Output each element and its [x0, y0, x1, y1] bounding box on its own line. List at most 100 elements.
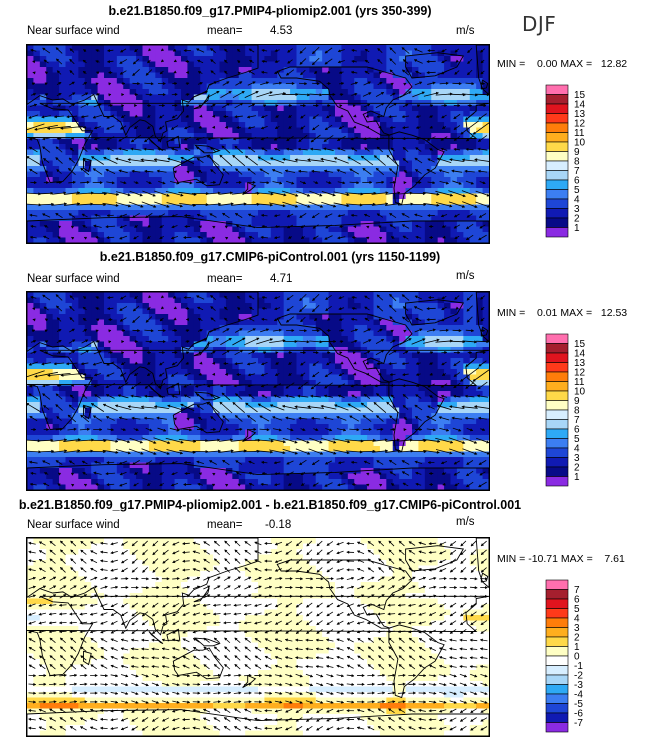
field-cell [136, 325, 144, 332]
field-cell [155, 45, 163, 52]
field-cell [341, 45, 349, 52]
field-cell [110, 182, 118, 189]
field-cell [277, 319, 285, 326]
wind-vector [294, 159, 311, 162]
field-cell [142, 363, 150, 370]
field-cell [335, 78, 343, 85]
field-cell [136, 188, 144, 195]
colorbar-swatch [545, 141, 569, 152]
field-cell [46, 127, 54, 134]
wind-vector-head [235, 224, 240, 228]
field-cell [322, 72, 330, 79]
field-cell [469, 78, 477, 85]
field-cell [245, 336, 253, 343]
wind-vector-head [245, 155, 249, 159]
field-cell [251, 72, 259, 79]
field-cell [264, 177, 272, 184]
field-cell [277, 94, 285, 101]
field-cell [97, 215, 105, 222]
field-cell [341, 166, 349, 173]
field-cell [123, 352, 131, 359]
wind-vector-head [449, 204, 453, 208]
field-cell [46, 221, 54, 228]
field-cell [148, 292, 156, 299]
field-cell [302, 83, 310, 90]
wind-vector-head [186, 104, 190, 108]
field-cell [354, 319, 362, 326]
field-cell [104, 237, 112, 243]
field-cell [71, 308, 79, 315]
wind-vector-head [389, 47, 393, 51]
wind-vector-head [303, 103, 307, 108]
field-cell [110, 292, 118, 299]
field-cell [469, 363, 477, 370]
wind-vector-head [367, 81, 371, 85]
wind-vector-head [145, 215, 149, 218]
field-cell [33, 45, 41, 52]
field-cell [367, 363, 375, 370]
field-cell [71, 221, 79, 228]
field-cell [456, 155, 464, 162]
field-cell [71, 56, 79, 63]
field-cell [123, 232, 131, 239]
field-cell [444, 188, 452, 195]
field-cell [405, 67, 413, 74]
field-cell [283, 204, 291, 211]
field-cell [367, 56, 375, 63]
field-cell [270, 297, 278, 304]
field-cell [341, 297, 349, 304]
field-cell [104, 363, 112, 370]
wind-vector-head [436, 157, 440, 161]
wind-vector-head [111, 181, 115, 185]
wind-vector-head [354, 92, 358, 96]
field-cell [219, 67, 227, 74]
field-cell [373, 78, 381, 85]
wind-vector-head [327, 103, 331, 108]
field-cell [392, 341, 400, 348]
field-cell [360, 341, 368, 348]
field-cell [155, 56, 163, 63]
field-cell [39, 297, 47, 304]
field-cell [27, 297, 35, 304]
units-label: m/s [456, 270, 475, 282]
field-cell [181, 45, 189, 52]
wind-vector-head [43, 235, 47, 239]
field-cell [174, 50, 182, 57]
field-cell [232, 226, 240, 233]
coastline [27, 45, 259, 143]
field-cell [412, 314, 420, 321]
field-cell [129, 144, 137, 151]
field-cell [290, 232, 298, 239]
field-cell [277, 363, 285, 370]
field-cell [405, 177, 413, 184]
wind-vector-head [347, 156, 351, 160]
field-cell [245, 116, 253, 123]
field-cell [161, 116, 169, 123]
field-cell [450, 341, 458, 348]
field-cell [65, 94, 73, 101]
field-cell [476, 61, 484, 68]
field-cell [418, 122, 426, 129]
field-cell [206, 166, 214, 173]
field-cell [290, 352, 298, 359]
field-cell [463, 144, 471, 151]
field-cell [392, 188, 400, 195]
field-cell [399, 221, 407, 228]
field-cell [39, 341, 47, 348]
field-cell [347, 155, 355, 162]
field-cell [52, 210, 60, 217]
wind-vector-head [460, 131, 464, 135]
field-cell [412, 116, 420, 123]
wind-vector-head [96, 71, 100, 75]
field-cell [328, 215, 336, 222]
field-cell [213, 182, 221, 189]
field-cell [469, 138, 477, 145]
field-cell [251, 199, 259, 206]
field-cell [360, 193, 368, 200]
field-cell [148, 94, 156, 101]
field-cell [322, 319, 330, 326]
colorbar-tick-label: 9 [574, 147, 580, 158]
field-cell [476, 122, 484, 129]
field-cell [136, 182, 144, 189]
field-cell [258, 72, 266, 79]
